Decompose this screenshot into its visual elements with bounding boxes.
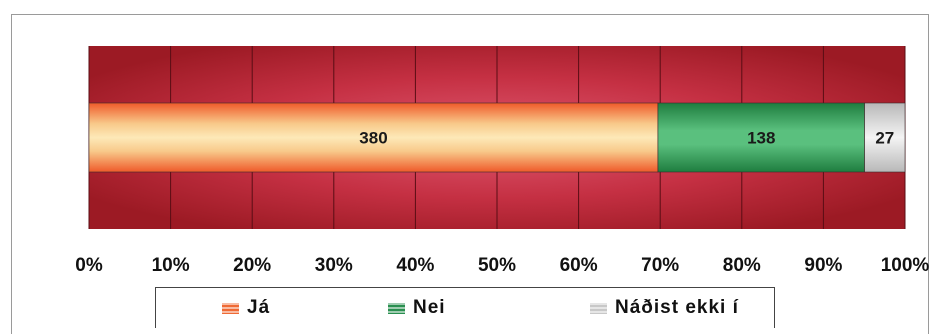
bar-segment-1	[88, 102, 659, 173]
x-tick-label: 70%	[641, 255, 679, 276]
legend-swatch	[590, 302, 607, 314]
x-tick-label: 20%	[233, 255, 271, 276]
bar-segment-2	[657, 102, 865, 173]
legend-label: Já	[247, 297, 271, 318]
x-tick-label: 10%	[152, 255, 190, 276]
x-tick-label: 60%	[560, 255, 598, 276]
legend-swatch	[222, 302, 239, 314]
x-tick-label: 0%	[75, 255, 103, 276]
x-tick-label: 100%	[881, 255, 930, 276]
legend: Já Nei Náðist ekki í	[155, 287, 775, 328]
x-tick-label: 30%	[315, 255, 353, 276]
x-tick-label: 80%	[723, 255, 761, 276]
data-label-2: 138	[747, 129, 775, 148]
data-label-1: 380	[359, 129, 387, 148]
legend-item-3: Náðist ekki í	[590, 297, 739, 319]
legend-swatch	[388, 302, 405, 314]
x-tick-label: 40%	[396, 255, 434, 276]
bar-segment-3	[864, 102, 906, 173]
legend-item-1: Já	[222, 297, 270, 319]
x-tick-label: 90%	[804, 255, 842, 276]
data-label-3: 27	[875, 129, 894, 148]
x-tick-label: 50%	[478, 255, 516, 276]
legend-label: Náðist ekki í	[615, 297, 739, 318]
legend-item-2: Nei	[388, 297, 446, 319]
legend-label: Nei	[413, 297, 446, 318]
